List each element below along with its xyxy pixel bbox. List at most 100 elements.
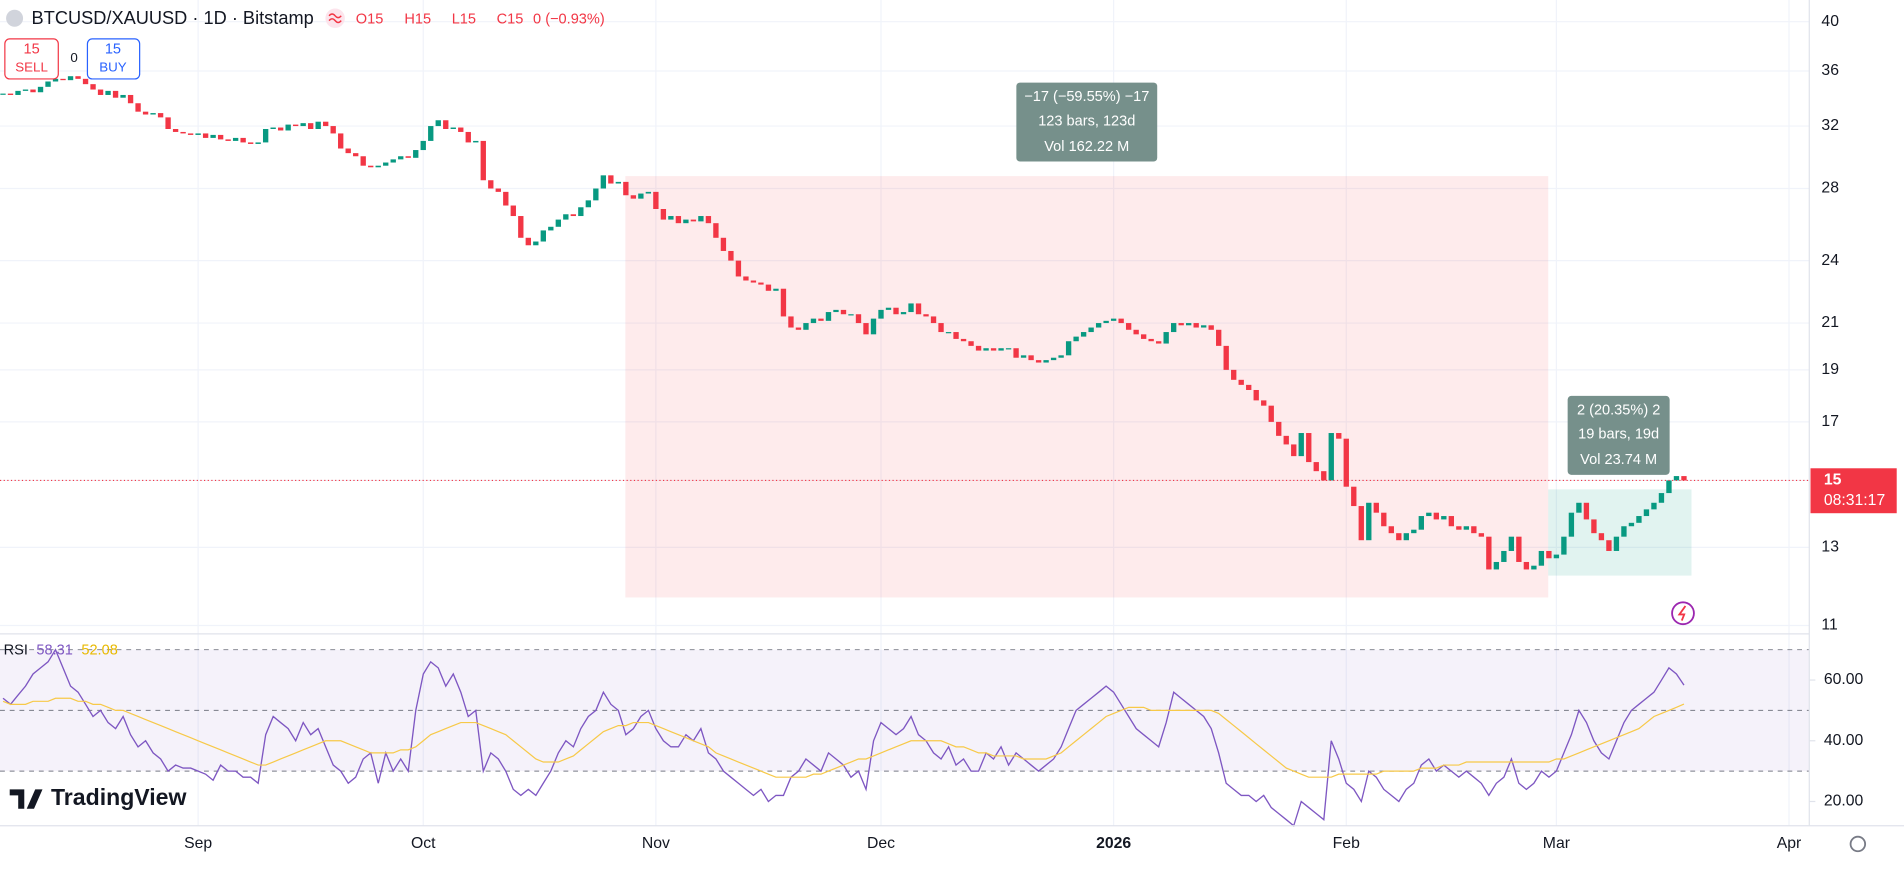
candle: [1095, 323, 1102, 328]
candle: [375, 165, 381, 168]
candle: [1471, 526, 1477, 534]
measure-box: [1016, 82, 1158, 162]
candle: [353, 153, 359, 157]
y-tick-label: 28: [1821, 180, 1839, 197]
candle: [615, 181, 622, 184]
candle: [7, 93, 14, 95]
alert-icon[interactable]: [1671, 601, 1695, 626]
candle: [383, 162, 389, 166]
candle: [1531, 565, 1537, 570]
candle: [690, 219, 697, 222]
candle: [0, 93, 6, 95]
candle: [285, 124, 291, 131]
candle: [217, 134, 224, 140]
candle: [825, 312, 832, 321]
alert-icon-bolt: [1677, 605, 1687, 621]
y-tick-label: 24: [1821, 252, 1839, 269]
candle: [915, 303, 922, 315]
candle: [1336, 433, 1342, 439]
candle: [210, 134, 216, 138]
spread: 0: [70, 50, 77, 65]
candle: [1636, 516, 1642, 523]
candle: [1396, 533, 1402, 541]
candle: [645, 191, 652, 194]
candle: [247, 142, 254, 144]
candle: [878, 309, 884, 319]
measure-text: Vol 162.22 M: [1044, 139, 1129, 155]
candle: [945, 332, 952, 334]
candle: [458, 127, 464, 132]
candle: [803, 323, 809, 330]
candle: [405, 156, 411, 158]
candle: [525, 237, 531, 246]
measure-text: 123 bars, 123d: [1038, 113, 1135, 129]
candle: [900, 312, 907, 315]
candle: [923, 314, 929, 317]
candle: [720, 237, 727, 251]
candle: [1073, 336, 1079, 342]
candle: [623, 181, 629, 196]
candle: [630, 195, 637, 199]
y-tick-label: 21: [1821, 314, 1839, 331]
candle: [1028, 355, 1034, 361]
candle: [1463, 526, 1470, 530]
candle: [983, 348, 989, 351]
candle: [262, 128, 269, 143]
y-tick-label: 19: [1821, 361, 1839, 378]
candle: [975, 345, 982, 351]
sell-price: 15: [23, 42, 39, 58]
rsi-tick-label: 60.00: [1824, 671, 1864, 688]
candle: [1231, 369, 1237, 380]
candle: [960, 338, 967, 342]
candle: [1486, 536, 1492, 570]
x-tick-label: Feb: [1333, 835, 1360, 852]
candle: [930, 316, 937, 324]
candle: [1246, 384, 1252, 390]
candle: [675, 216, 682, 224]
candle: [75, 76, 81, 79]
indicator-icon-wave: [328, 13, 342, 24]
sell-button[interactable]: [4, 38, 59, 80]
range-down: [625, 176, 1549, 598]
candle: [1598, 533, 1605, 541]
candle: [540, 230, 546, 242]
candle: [413, 150, 419, 158]
y-tick-label: 32: [1821, 117, 1839, 134]
candle: [1216, 329, 1222, 346]
candle: [97, 89, 104, 95]
candle: [443, 120, 449, 129]
candle: [1403, 533, 1409, 541]
candle: [1448, 516, 1455, 527]
settings-icon[interactable]: [1849, 835, 1867, 853]
ohlc: H15: [404, 11, 431, 27]
candle: [585, 200, 592, 208]
candle: [533, 241, 539, 246]
candle: [1201, 325, 1207, 328]
candle: [1628, 522, 1635, 527]
buy-button[interactable]: [86, 38, 141, 80]
y-tick-label: 36: [1821, 62, 1839, 79]
candle: [127, 94, 134, 104]
candle: [360, 156, 366, 166]
logo-mark: [9, 789, 43, 809]
buy-price: 15: [105, 42, 121, 58]
candle: [495, 188, 501, 192]
countdown: 08:31:17: [1824, 492, 1885, 509]
candle: [758, 282, 764, 285]
measure-text: 2 (20.35%) 2: [1577, 402, 1660, 418]
candle: [885, 307, 892, 310]
symbol-title[interactable]: BTCUSD/XAUUSD · 1D · Bitstamp: [32, 8, 314, 28]
candle: [1058, 355, 1064, 358]
x-tick-label: Sep: [184, 835, 212, 852]
candle: [1223, 345, 1229, 370]
candle: [150, 113, 156, 115]
candle: [1538, 550, 1545, 566]
candle: [1268, 405, 1274, 422]
last-price-label: 15: [1824, 472, 1842, 489]
candle: [1020, 355, 1027, 358]
candle: [428, 126, 434, 141]
axes: Sep Oct Nov Dec 2026 Feb Mar Apr 11 13 15 17 19 21 24 2…: [184, 13, 1897, 852]
measure-text: −17 (−59.55%) −17: [1024, 89, 1149, 105]
candle: [743, 276, 749, 281]
